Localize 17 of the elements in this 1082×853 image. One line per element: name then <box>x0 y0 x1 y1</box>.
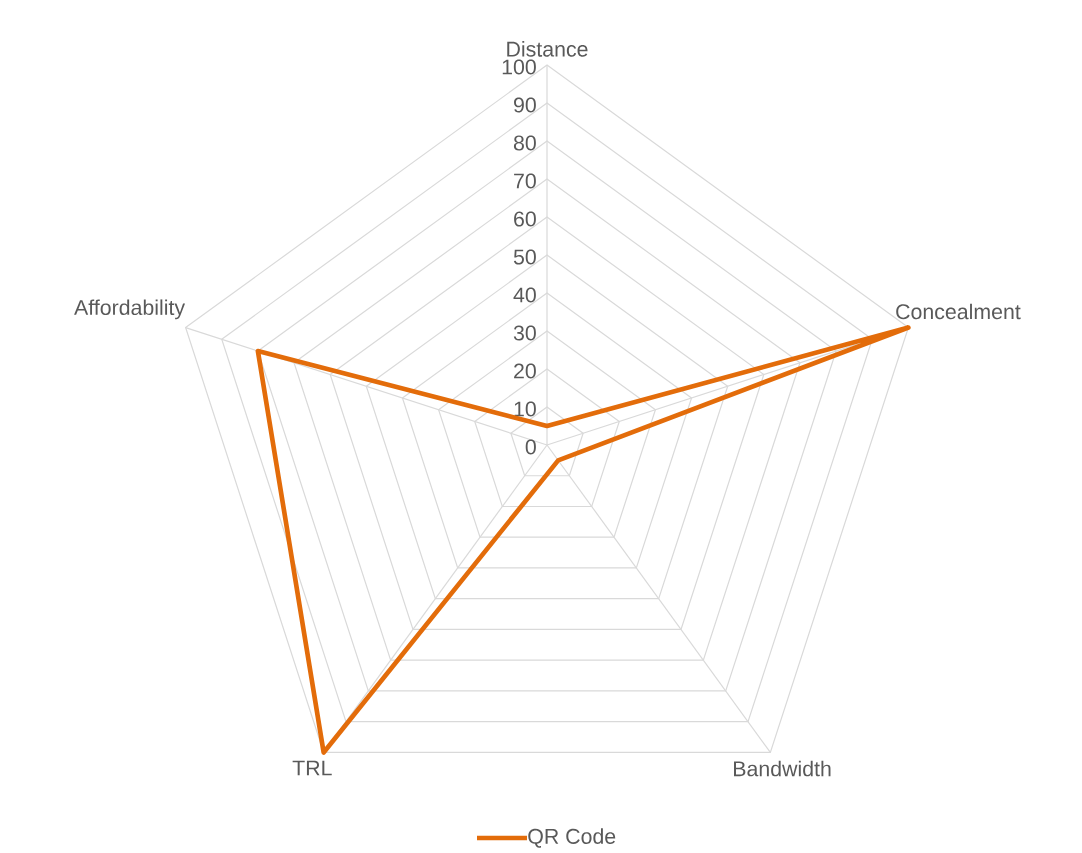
y-tick-label: 0 <box>525 439 536 455</box>
legend-label: QR Code <box>528 828 616 848</box>
spoke-label: Affordability <box>74 299 186 320</box>
y-tick-label: 60 <box>514 211 536 227</box>
y-tick-label: 40 <box>513 287 536 303</box>
y-tick-label: 100 <box>502 59 536 75</box>
spoke-label: Distance <box>507 41 588 57</box>
spoke-label: Concealment <box>896 303 1021 320</box>
y-tick-label: 10 <box>514 401 536 417</box>
y-tick-label: 50 <box>513 249 536 265</box>
spoke-label: Bandwidth <box>734 760 831 777</box>
y-tick-label: 80 <box>513 135 536 151</box>
y-tick-label: 90 <box>514 97 536 113</box>
y-tick-label: 20 <box>514 363 536 379</box>
y-tick-label: 30 <box>513 325 536 341</box>
y-tick-label: 70 <box>514 173 536 189</box>
spoke-label: TRL <box>292 760 332 776</box>
